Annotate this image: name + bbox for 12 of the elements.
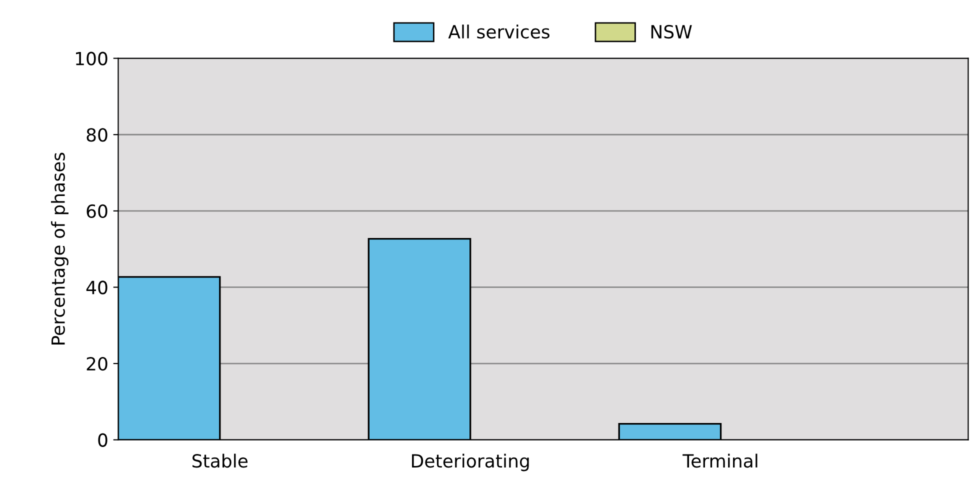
x-tick-label: Terminal [682, 454, 758, 468]
y-tick-label: 40 [86, 280, 108, 294]
y-tick-label: 0 [98, 433, 108, 447]
legend-label: NSW [651, 24, 692, 39]
y-tick-label: 100 [76, 52, 108, 66]
legend-label: All services [448, 24, 550, 39]
y-axis-title: Percentage of phases [51, 152, 68, 344]
x-tick-label: Stable [192, 454, 248, 468]
y-tick-label: 80 [86, 128, 108, 142]
y-tick-label: 60 [86, 204, 108, 218]
y-tick-label: 20 [86, 356, 108, 371]
x-tick-label: Deteriorating [412, 454, 529, 472]
